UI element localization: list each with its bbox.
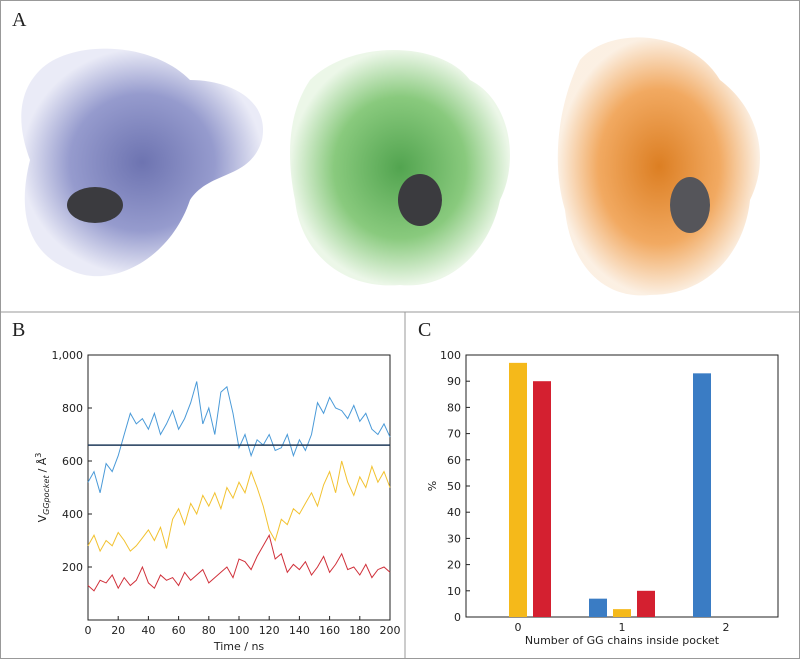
y-tick-label: 400 bbox=[62, 508, 83, 521]
x-tick-label: 180 bbox=[349, 624, 370, 637]
y-tick-label: 40 bbox=[447, 506, 461, 519]
x-tick-label: 40 bbox=[141, 624, 155, 637]
y-tick-label: 50 bbox=[447, 480, 461, 493]
bar bbox=[533, 381, 551, 617]
bar bbox=[637, 590, 655, 617]
x-tick-label: 1 bbox=[619, 621, 626, 634]
x-tick-label: 140 bbox=[289, 624, 310, 637]
y-axis-label-part: 3 bbox=[34, 453, 43, 458]
bar bbox=[589, 598, 607, 617]
y-tick-label: 100 bbox=[440, 349, 461, 362]
y-tick-label: 60 bbox=[447, 454, 461, 467]
plot-area bbox=[87, 354, 391, 621]
y-tick-label: 200 bbox=[62, 561, 83, 574]
x-axis-label: Time / ns bbox=[213, 640, 265, 653]
x-tick-label: 0 bbox=[85, 624, 92, 637]
y-axis-label-part: GGpocket bbox=[42, 475, 51, 515]
x-tick-label: 120 bbox=[259, 624, 280, 637]
protein-structure bbox=[557, 37, 760, 296]
y-tick-label: 10 bbox=[447, 585, 461, 598]
protein-structure bbox=[21, 48, 264, 277]
y-tick-label: 1,000 bbox=[52, 349, 84, 362]
y-tick-label: 800 bbox=[62, 402, 83, 415]
x-tick-label: 20 bbox=[111, 624, 125, 637]
bar bbox=[509, 362, 527, 617]
panel-label: A bbox=[12, 9, 27, 31]
panel-label: B bbox=[12, 319, 25, 341]
data-line bbox=[87, 381, 391, 493]
y-tick-label: 20 bbox=[447, 559, 461, 572]
y-axis-label: VGGpocket / Å3 bbox=[34, 453, 51, 523]
x-tick-label: 0 bbox=[515, 621, 522, 634]
x-tick-label: 80 bbox=[202, 624, 216, 637]
y-tick-label: 80 bbox=[447, 401, 461, 414]
y-tick-label: 0 bbox=[454, 611, 461, 624]
x-tick-label: 100 bbox=[229, 624, 250, 637]
x-tick-label: 200 bbox=[380, 624, 401, 637]
y-axis-label-part: V bbox=[36, 514, 49, 522]
panel-label: C bbox=[418, 319, 431, 341]
protein-structure bbox=[290, 50, 510, 286]
data-line bbox=[87, 533, 391, 592]
x-tick-label: 160 bbox=[319, 624, 340, 637]
x-tick-label: 60 bbox=[172, 624, 186, 637]
data-line bbox=[87, 460, 391, 553]
y-tick-label: 70 bbox=[447, 428, 461, 441]
y-axis-label: % bbox=[426, 481, 439, 491]
x-axis-label: Number of GG chains inside pocket bbox=[525, 634, 720, 647]
y-tick-label: 600 bbox=[62, 455, 83, 468]
y-tick-label: 90 bbox=[447, 375, 461, 388]
bar bbox=[613, 609, 631, 617]
bar bbox=[693, 373, 711, 617]
x-tick-label: 2 bbox=[723, 621, 730, 634]
y-axis-label-part: / Å bbox=[36, 457, 49, 472]
y-tick-label: 30 bbox=[447, 532, 461, 545]
